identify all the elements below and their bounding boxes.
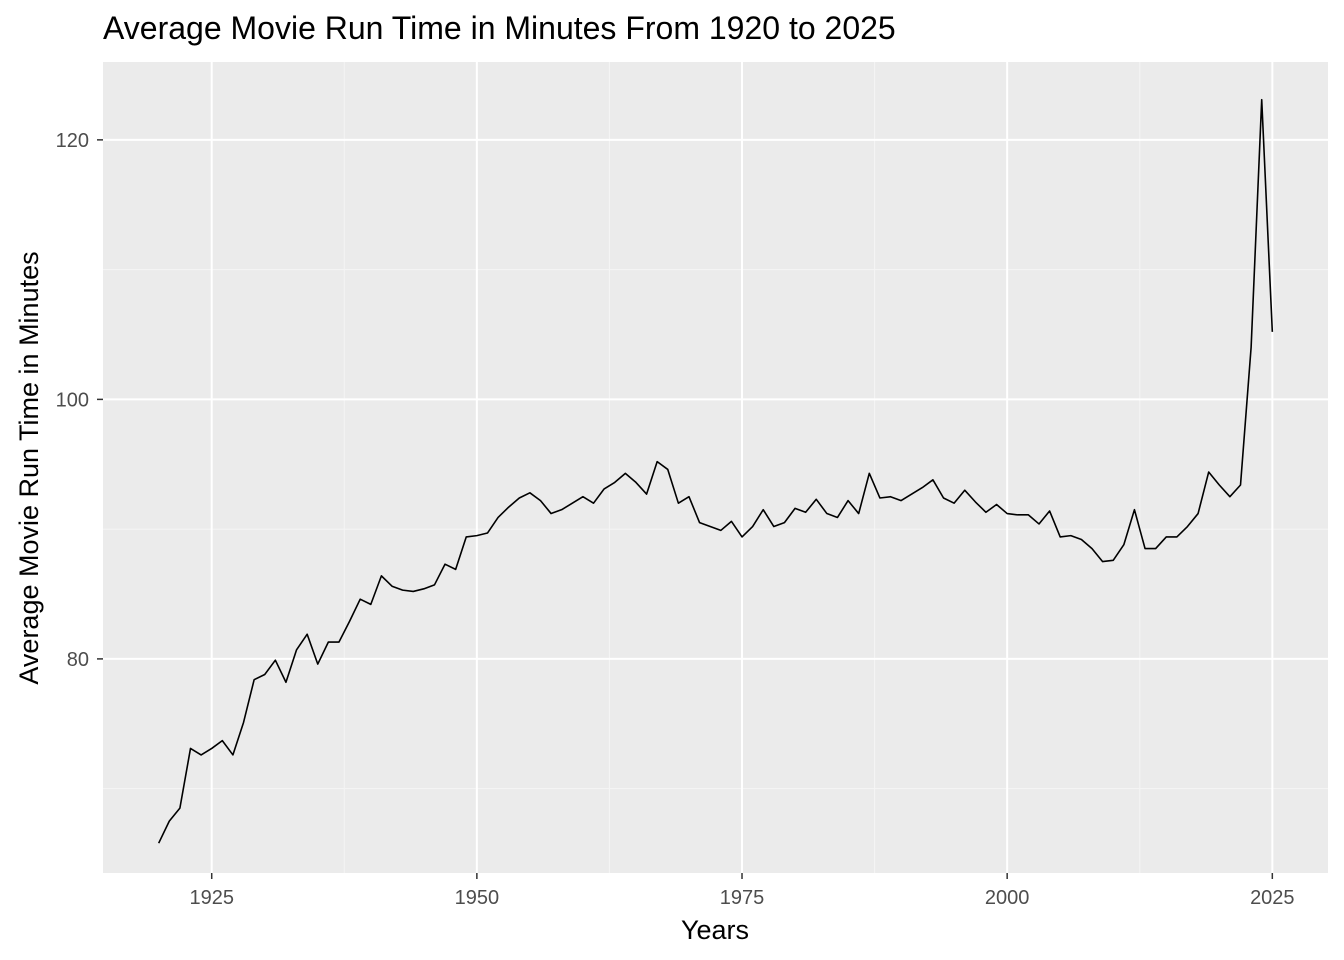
- y-tick-label: 120: [56, 130, 89, 152]
- y-tick-label: 100: [56, 389, 89, 411]
- x-tick-label: 1950: [455, 887, 500, 909]
- panel-background: [103, 62, 1328, 873]
- x-tick-label: 2025: [1250, 887, 1295, 909]
- x-axis-title: Years: [681, 915, 749, 945]
- chart-title: Average Movie Run Time in Minutes From 1…: [103, 10, 896, 46]
- x-tick-label: 1925: [189, 887, 234, 909]
- axes: 1925 1950 1975 2000 2025 80 100 120: [56, 130, 1295, 909]
- panel-rect: [103, 62, 1328, 873]
- y-tick-label: 80: [67, 649, 89, 671]
- series-layer: [157, 98, 1274, 844]
- y-axis-title: Average Movie Run Time in Minutes: [14, 251, 44, 684]
- x-tick-label: 2000: [985, 887, 1030, 909]
- series-line-1: [157, 98, 1274, 844]
- gridlines: [103, 62, 1328, 873]
- x-tick-label: 1975: [720, 887, 765, 909]
